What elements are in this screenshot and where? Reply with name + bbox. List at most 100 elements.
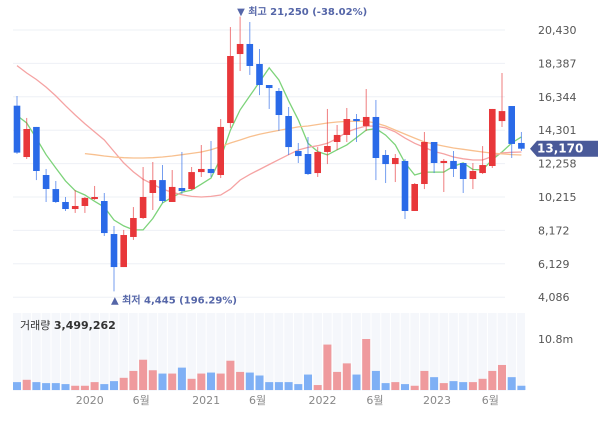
volume-bar — [507, 377, 516, 390]
candle-body — [304, 154, 312, 175]
candle — [23, 117, 30, 159]
candle — [139, 167, 147, 219]
volume-bar — [420, 370, 429, 390]
x-tick-label: 6월 — [366, 394, 383, 407]
candle — [508, 106, 515, 159]
volume-bar — [274, 382, 283, 390]
candle-body — [217, 126, 224, 176]
volume-bar — [100, 384, 109, 390]
candle — [110, 226, 118, 292]
candle — [285, 107, 292, 155]
candle-body — [207, 168, 215, 174]
volume-bar — [207, 372, 215, 390]
y-tick-label: 20,430 — [538, 24, 577, 37]
candle-body — [120, 235, 127, 268]
volume-bar — [32, 382, 41, 390]
candle — [217, 119, 224, 179]
volume-bar — [284, 382, 293, 390]
candle-body — [62, 201, 69, 210]
candle-body — [421, 141, 428, 185]
candle — [459, 162, 467, 193]
volume-bar — [148, 370, 157, 390]
candle — [479, 146, 486, 175]
candle-body — [469, 171, 477, 180]
low-annotation: ▲ 최저 4,445 (196.29%) — [111, 293, 237, 306]
candle — [188, 167, 195, 191]
candle — [71, 190, 79, 213]
candle-body — [42, 175, 50, 189]
candle — [353, 114, 360, 142]
candle — [62, 197, 69, 211]
candle-body — [392, 158, 399, 165]
y-tick-label: 8,172 — [538, 224, 570, 237]
volume-bar — [362, 339, 371, 390]
candle — [450, 150, 457, 177]
volume-bar — [381, 383, 390, 390]
y-tick-label: 12,258 — [538, 158, 577, 171]
candle — [343, 107, 351, 142]
candle — [411, 183, 418, 211]
volume-bar — [177, 367, 186, 390]
candle-body — [71, 205, 79, 210]
volume-bar — [401, 384, 409, 390]
x-tick-label: 6월 — [249, 394, 266, 407]
candle-body — [343, 119, 351, 135]
candle-body — [372, 116, 380, 159]
volume-bar — [42, 383, 51, 390]
candle-body — [324, 145, 331, 152]
candle-body — [227, 55, 234, 124]
candle-body — [508, 106, 515, 144]
candle-body — [459, 162, 467, 180]
candle-body — [23, 128, 30, 158]
candle-body — [265, 85, 273, 89]
x-tick-label: 2021 — [192, 394, 220, 407]
candle — [382, 149, 389, 184]
candle-body — [450, 160, 457, 169]
candle — [372, 99, 380, 181]
volume-panel-bg — [13, 313, 525, 391]
volume-bar — [80, 385, 89, 390]
candle — [91, 185, 98, 201]
candle-body — [440, 160, 448, 163]
candle-body — [256, 64, 263, 86]
candle-body — [188, 172, 195, 190]
candle — [469, 162, 477, 190]
y-tick-label: 18,387 — [538, 57, 577, 70]
candle-body — [52, 189, 60, 202]
volume-bar — [265, 382, 274, 390]
candle-body — [295, 150, 302, 157]
volume-bar — [449, 381, 458, 390]
volume-bar — [51, 383, 60, 390]
volume-bar — [22, 379, 31, 390]
candle-body — [13, 105, 21, 153]
volume-bar — [90, 382, 99, 390]
volume-bar — [61, 384, 70, 390]
candle-body — [411, 184, 418, 211]
volume-bar — [110, 381, 118, 390]
candles — [13, 16, 525, 292]
candle — [256, 48, 263, 96]
candle-body — [159, 180, 166, 202]
x-tick-label: 6월 — [133, 394, 150, 407]
candle-body — [353, 119, 360, 122]
candle — [246, 21, 254, 75]
candle — [149, 162, 157, 210]
x-tick-label: 2023 — [423, 394, 451, 407]
candle-body — [498, 111, 506, 122]
y-tick-label: 16,344 — [538, 91, 577, 104]
candle — [421, 132, 428, 190]
volume-bars — [13, 339, 526, 390]
x-axis: 2020 6월 2021 6월 2022 6월 2023 6월 — [76, 394, 499, 407]
current-price-tag: 13,170 — [530, 140, 598, 157]
candle-body — [382, 154, 389, 165]
volume-bar — [71, 385, 80, 390]
volume-bar — [410, 385, 419, 390]
volume-label: 거래량 — [20, 319, 50, 332]
candle-body — [479, 165, 486, 174]
volume-bar — [371, 370, 380, 390]
candle — [198, 145, 205, 177]
ma-line-ma-long — [84, 120, 522, 159]
volume-bar — [236, 371, 245, 390]
candle-body — [81, 197, 89, 206]
